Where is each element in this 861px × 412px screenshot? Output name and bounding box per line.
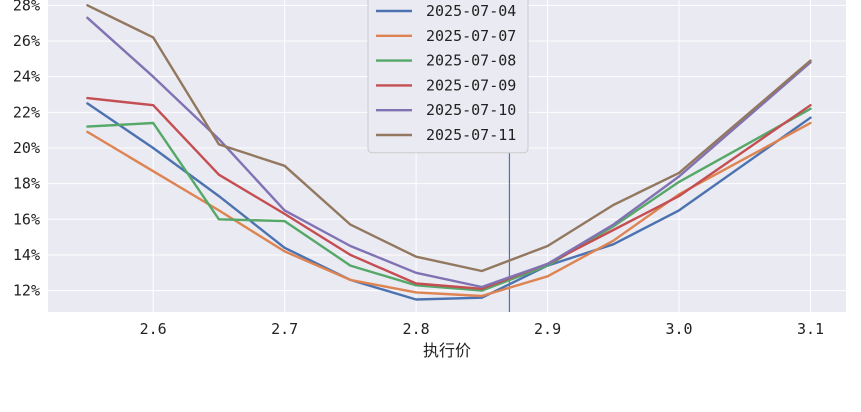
legend-label: 2025-07-08 <box>426 52 516 70</box>
series-lines <box>86 4 812 301</box>
legend-box <box>367 0 529 154</box>
y-tick-label: 16% <box>13 210 40 228</box>
legend-label: 2025-07-04 <box>426 2 516 20</box>
series-line-2025-07-10 <box>86 16 812 289</box>
series-line-2025-07-04 <box>86 102 812 301</box>
legend-label: 2025-07-11 <box>426 126 516 144</box>
x-tick-label: 2.7 <box>271 320 298 338</box>
x-tick-label: 3.1 <box>797 320 824 338</box>
y-tick-label: 26% <box>13 32 40 50</box>
y-tick-label: 18% <box>13 175 40 193</box>
x-tick-label: 3.0 <box>665 320 692 338</box>
x-tick-label: 2.9 <box>534 320 561 338</box>
y-tick-label: 12% <box>13 282 40 300</box>
y-tick-label: 28% <box>13 0 40 14</box>
y-tick-label: 22% <box>13 103 40 121</box>
legend-label: 2025-07-09 <box>426 76 516 94</box>
x-axis-label: 执行价 <box>423 341 471 360</box>
series-line-2025-07-08 <box>86 107 812 292</box>
series-line-2025-07-09 <box>86 96 812 290</box>
series-line-2025-07-07 <box>86 121 812 298</box>
y-tick-label: 20% <box>13 139 40 157</box>
y-tick-label: 14% <box>13 246 40 264</box>
series-line-2025-07-11 <box>86 4 812 273</box>
x-tick-label: 2.8 <box>403 320 430 338</box>
legend-label: 2025-07-10 <box>426 101 516 119</box>
x-tick-labels: 2.6 2.7 2.8 2.9 3.0 3.1 <box>140 320 824 338</box>
legend-label: 2025-07-07 <box>426 27 516 45</box>
x-tick-label: 2.6 <box>140 320 167 338</box>
grid <box>48 0 846 312</box>
y-tick-label: 24% <box>13 68 40 86</box>
y-tick-labels: 12% 14% 16% 18% 20% 22% 24% 26% 28% <box>13 0 40 300</box>
legend: 2025-07-04 2025-07-07 2025-07-08 2025-07-09… <box>367 0 529 154</box>
